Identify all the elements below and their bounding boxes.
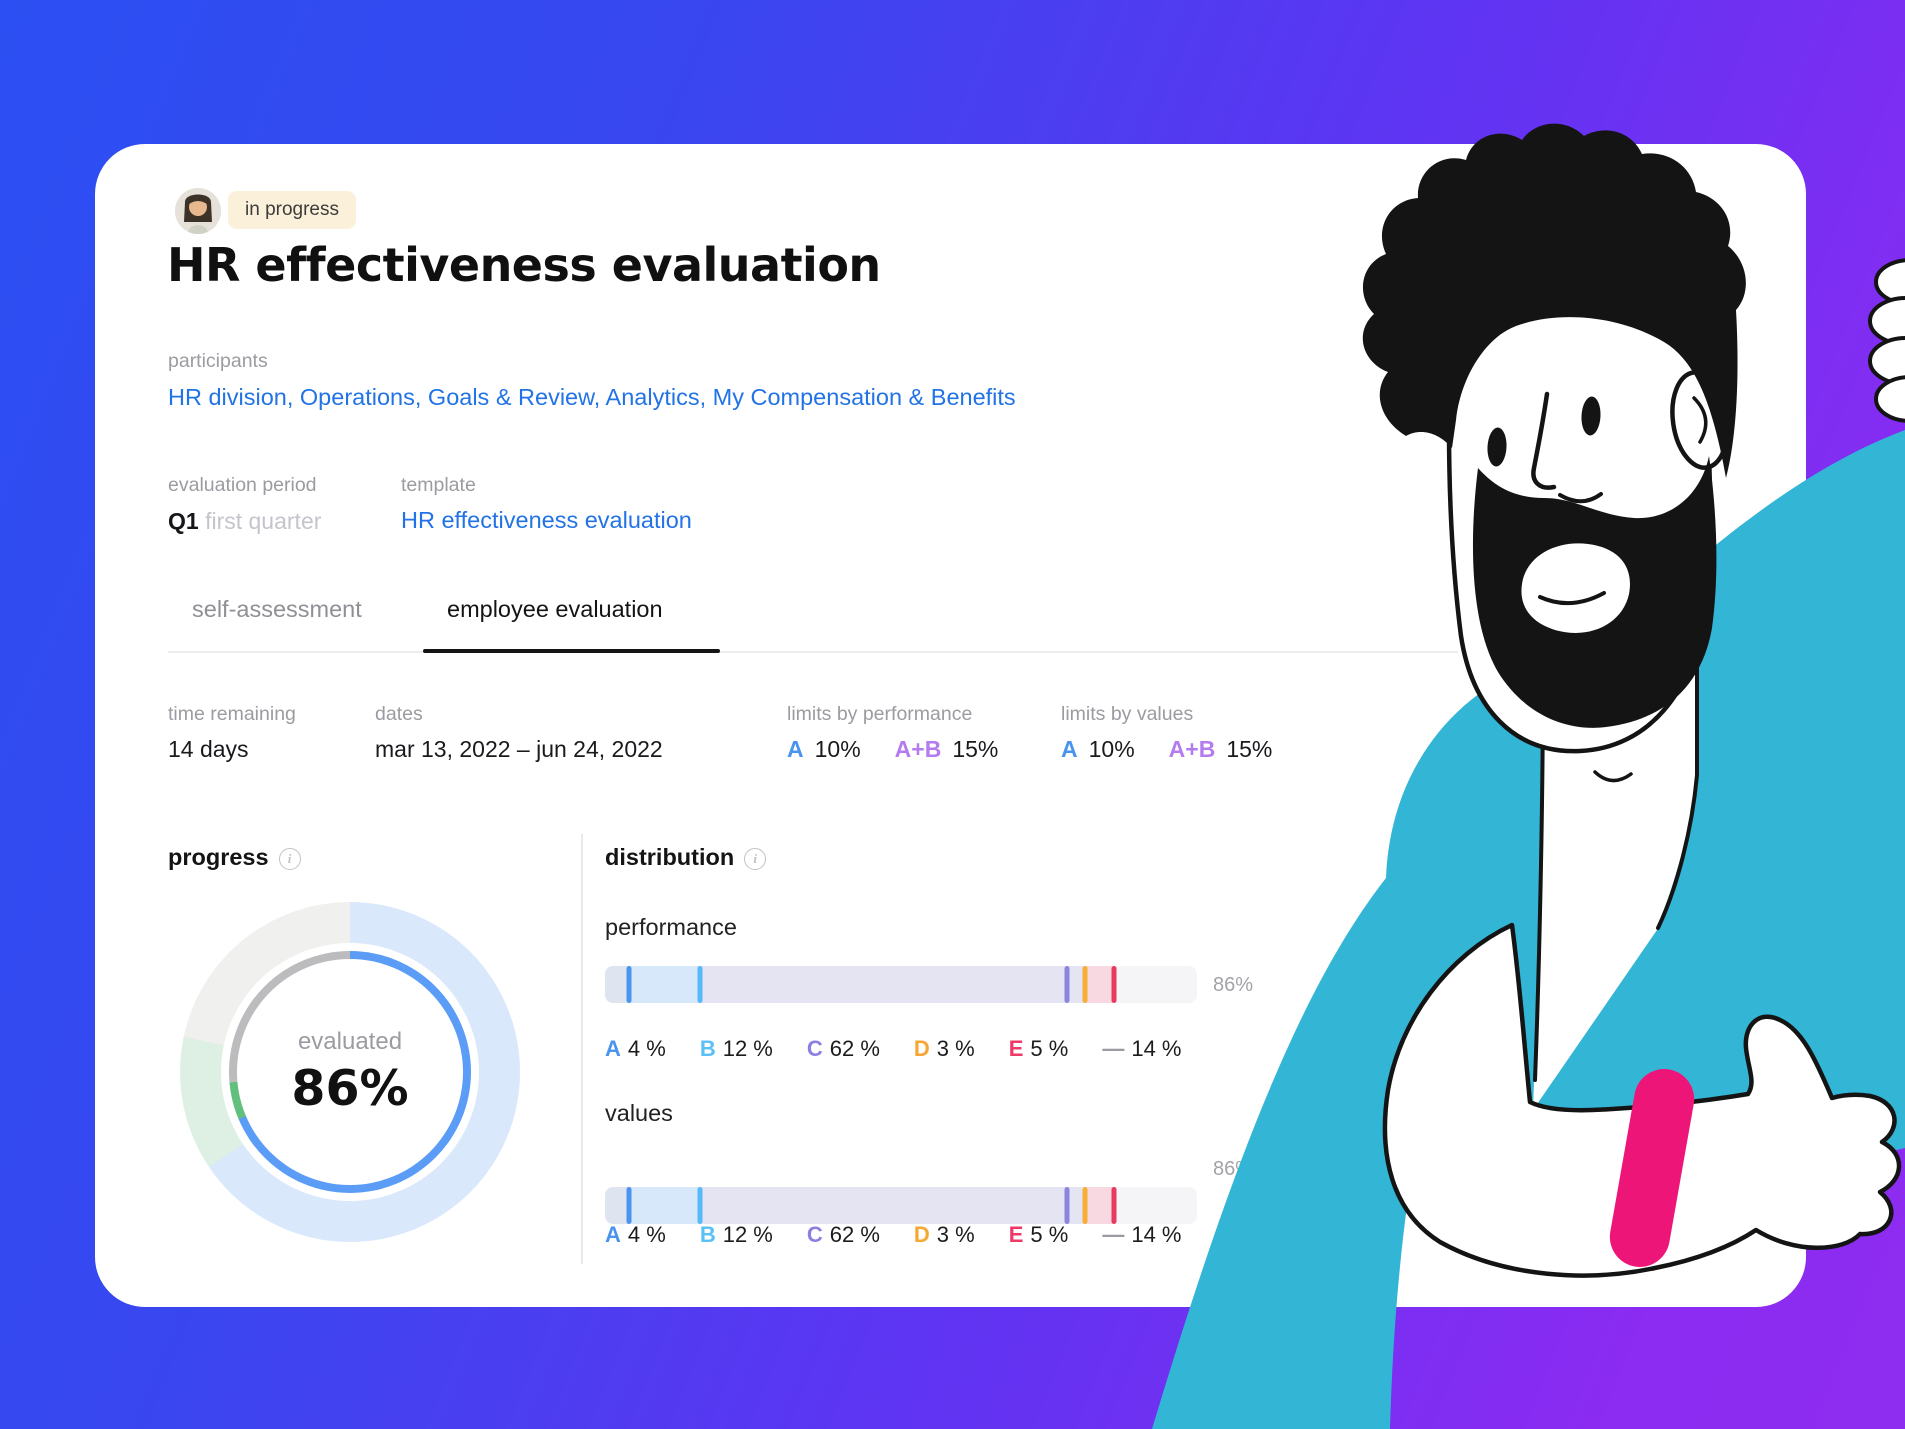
limit-value-ab: 15%	[952, 736, 999, 762]
time-remaining-label: time remaining	[168, 703, 296, 725]
progress-info-icon[interactable]: i	[278, 848, 301, 870]
dates-label: dates	[375, 703, 423, 725]
legend-item-C: C 62 %	[806, 1222, 880, 1247]
page-title: HR effectiveness evaluation	[167, 238, 881, 292]
bar-marker-B	[697, 1187, 703, 1224]
bar-segment-C	[699, 966, 1067, 1003]
limit-grade-a: A	[1061, 736, 1078, 762]
bar-segment-B	[628, 1187, 700, 1224]
limits-performance-value: A 10% A+B 15%	[787, 736, 998, 763]
bar-segment-D	[1066, 966, 1085, 1003]
legend-item-—: —14 %	[1102, 1036, 1182, 1061]
evaluation-period-value: Q1 first quarter	[168, 508, 321, 535]
period-name: first quarter	[205, 508, 322, 534]
evaluated-value: 86%	[291, 1059, 409, 1117]
tab-employee-evaluation[interactable]: employee evaluation	[447, 596, 663, 622]
values-bar-total: 86%	[1213, 1158, 1254, 1180]
edge-fingers	[1868, 258, 1905, 423]
bar-marker-D	[1082, 1187, 1088, 1224]
bar-marker-C	[1064, 966, 1070, 1003]
bar-marker-E	[1111, 966, 1117, 1003]
status-badge: in progress	[228, 191, 356, 229]
bar-segment-—	[1114, 1187, 1197, 1224]
bar-segment-E	[1084, 966, 1115, 1003]
bar-marker-B	[697, 966, 703, 1003]
template-label: template	[401, 474, 476, 496]
progress-donut-hole: evaluated 86%	[221, 943, 479, 1201]
bar-segment-A	[605, 1187, 629, 1224]
avatar[interactable]	[175, 188, 221, 234]
limit-value-ab: 15%	[1226, 736, 1273, 762]
progress-donut-ring: evaluated 86%	[229, 951, 471, 1193]
bar-segment-B	[628, 966, 700, 1003]
bar-segment-A	[605, 966, 629, 1003]
bar-marker-A	[626, 1187, 632, 1224]
bar-marker-C	[1064, 1187, 1070, 1224]
bar-marker-D	[1082, 966, 1088, 1003]
evaluated-label: evaluated	[297, 1027, 403, 1055]
section-divider	[581, 834, 583, 1264]
participants-label: participants	[168, 350, 268, 372]
template-link[interactable]: HR effectiveness evaluation	[401, 507, 692, 533]
legend-item-—: —14 %	[1102, 1222, 1182, 1247]
progress-heading: progress i	[168, 844, 301, 871]
progress-donut: evaluated 86%	[180, 902, 520, 1242]
avatar-image	[175, 188, 221, 234]
distribution-heading-text: distribution	[605, 844, 735, 870]
active-tab-underline	[423, 649, 720, 653]
limits-performance-label: limits by performance	[787, 703, 973, 725]
dates-value: mar 13, 2022 – jun 24, 2022	[375, 736, 663, 762]
legend-item-B: B 12 %	[699, 1222, 773, 1247]
time-remaining-value: 14 days	[168, 736, 249, 762]
distribution-heading: distribution i	[605, 844, 767, 871]
participants-links[interactable]: HR division, Operations, Goals & Review,…	[168, 384, 1016, 410]
limit-grade-ab: A+B	[1168, 736, 1216, 762]
limits-values-label: limits by values	[1061, 703, 1194, 725]
limits-values-value: A 10% A+B 15%	[1061, 736, 1272, 763]
tab-self-assessment[interactable]: self-assessment	[192, 596, 362, 622]
period-code: Q1	[168, 508, 199, 534]
evaluation-card: in progress HR effectiveness evaluation …	[95, 144, 1806, 1307]
performance-label: performance	[605, 914, 737, 940]
distribution-info-icon[interactable]: i	[744, 848, 767, 870]
limit-value-a: 10%	[814, 736, 861, 762]
legend-item-C: C 62 %	[806, 1036, 880, 1061]
values-label: values	[605, 1100, 673, 1126]
bar-segment-D	[1066, 1187, 1085, 1224]
tabs-divider-line	[168, 651, 1458, 653]
bar-segment-C	[699, 1187, 1067, 1224]
progress-donut-center: evaluated 86%	[237, 959, 463, 1185]
performance-bar	[605, 966, 1197, 1003]
progress-heading-text: progress	[168, 844, 269, 870]
legend-item-B: B 12 %	[699, 1036, 773, 1061]
limit-grade-a: A	[787, 736, 804, 762]
evaluation-period-label: evaluation period	[168, 474, 317, 496]
bar-segment-—	[1114, 966, 1197, 1003]
bar-marker-E	[1111, 1187, 1117, 1224]
limit-grade-ab: A+B	[894, 736, 942, 762]
bar-marker-A	[626, 966, 632, 1003]
performance-bar-total: 86%	[1213, 974, 1254, 996]
limit-value-a: 10%	[1088, 736, 1135, 762]
values-bar	[605, 1187, 1197, 1224]
bar-segment-E	[1084, 1187, 1115, 1224]
